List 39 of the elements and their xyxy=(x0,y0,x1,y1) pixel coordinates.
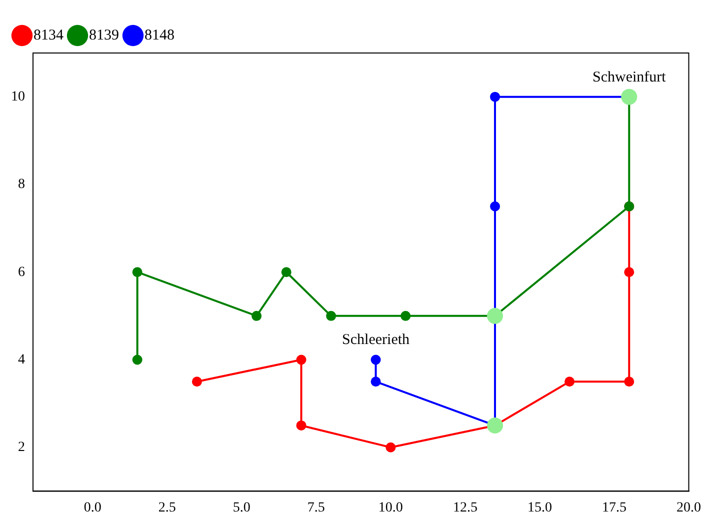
x-tick-label: 12.5 xyxy=(452,500,478,516)
point xyxy=(624,267,634,278)
point xyxy=(621,88,638,105)
point xyxy=(296,420,306,430)
y-tick-label: 6 xyxy=(18,264,25,280)
point xyxy=(624,376,634,387)
point xyxy=(370,376,381,387)
x-tick-label: 0.0 xyxy=(84,500,102,516)
y-tick-label: 8 xyxy=(18,177,25,192)
x-tick-label: 7.5 xyxy=(307,500,325,516)
x-tick-label: 2.5 xyxy=(158,500,176,516)
x-tick-label: 15.0 xyxy=(527,500,552,516)
y-tick-label: 2 xyxy=(18,440,25,456)
annotation: Schweinfurt xyxy=(592,69,667,86)
point xyxy=(296,354,306,365)
y-tick-label: 10 xyxy=(11,89,25,104)
point xyxy=(490,201,500,212)
annotation: Schleerieth xyxy=(342,332,410,348)
point xyxy=(370,354,381,365)
point xyxy=(400,310,411,321)
point xyxy=(487,308,504,324)
x-tick-label: 17.5 xyxy=(602,500,626,516)
legend-label: 8139 xyxy=(89,27,119,44)
point xyxy=(564,376,575,387)
point xyxy=(252,310,262,321)
legend-label: 8148 xyxy=(144,27,174,44)
x-tick-label: 5.0 xyxy=(232,500,250,516)
x-tick-label: 20.0 xyxy=(676,500,701,516)
point xyxy=(490,92,500,102)
legend-label: 8134 xyxy=(34,27,64,44)
point xyxy=(487,417,504,434)
point xyxy=(132,267,142,278)
y-tick-label: 4 xyxy=(18,352,25,368)
point xyxy=(326,310,336,321)
point xyxy=(132,354,142,365)
point xyxy=(192,376,202,387)
x-tick-label: 10.0 xyxy=(378,500,403,516)
point xyxy=(281,267,292,278)
point xyxy=(386,442,396,452)
